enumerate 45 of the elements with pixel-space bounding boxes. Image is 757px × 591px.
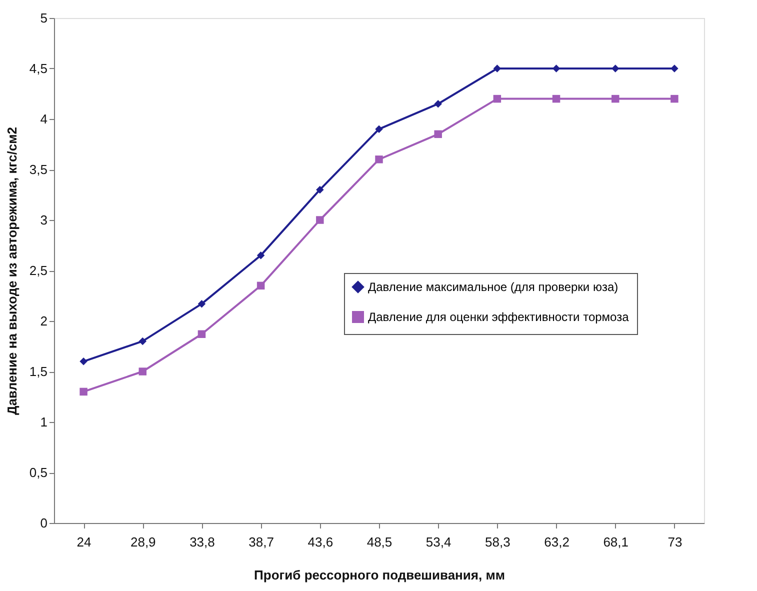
y-tick-label: 3 [40,212,48,228]
point [316,216,324,224]
y-tick-label: 2 [40,314,48,328]
point [138,368,147,376]
y-tick-label: 0,5 [29,465,48,480]
point [138,337,147,346]
x-axis-title: Прогиб рессорного подвешивания, мм [254,568,505,582]
x-tick-label: 63,2 [544,534,570,550]
legend-label: Давление максимальное (для проверки юза) [368,280,618,294]
y-tick-label: 2,5 [29,263,48,278]
x-tick-label: 68,1 [603,534,629,550]
point [198,330,206,338]
y-tick-label: 3,5 [29,162,48,177]
y-tick-label: 4,5 [29,61,48,76]
point [256,282,265,290]
point [611,94,620,103]
point [316,186,324,194]
legend-label: Давление для оценки эффективности тормоза [368,310,630,324]
point [256,251,265,260]
y-tick-label: 0 [40,516,48,530]
y-axis-title: Давление на выходе из авторежима, кгс/см2 [4,127,20,415]
point [434,130,442,138]
x-tick-label: 43,6 [308,534,334,550]
point [375,156,383,164]
x-tick-label: 53,4 [426,534,452,550]
x-tick-label: 28,9 [130,534,156,550]
point [80,358,88,366]
point [198,300,206,308]
point [80,388,88,396]
point [375,125,383,133]
x-tick-label: 33,8 [190,534,215,550]
x-tick-label: 48,5 [366,534,392,550]
y-tick-label: 1 [40,414,48,430]
y-tick-label: 5 [40,10,48,26]
y-tick-label: 4 [40,112,48,126]
x-tick-label: 58,3 [485,534,510,550]
point [493,94,502,103]
point [434,100,442,108]
point [670,94,678,103]
point [552,94,560,103]
point [670,64,678,72]
x-tick-label: 24 [76,534,92,550]
y-tick-label: 1,5 [29,364,48,379]
x-tick-label: 73 [668,534,682,550]
x-tick-label: 38,7 [248,534,274,550]
